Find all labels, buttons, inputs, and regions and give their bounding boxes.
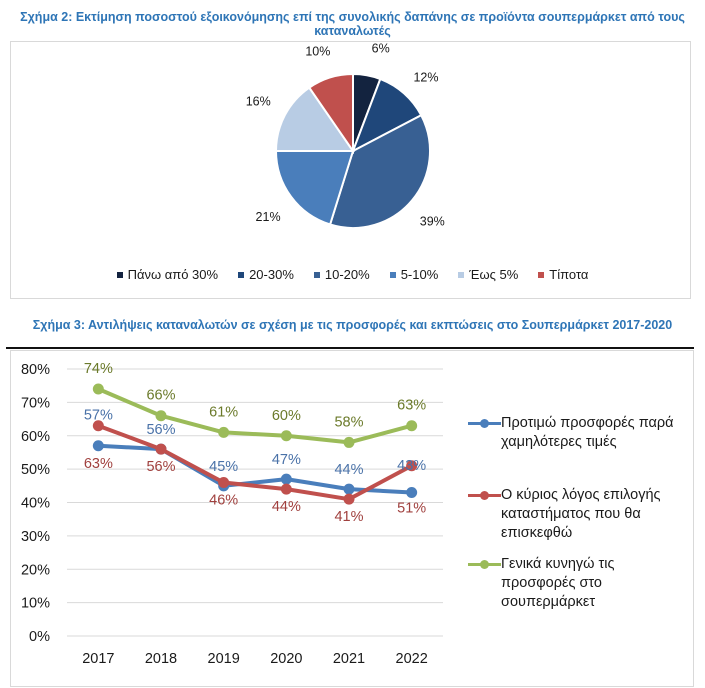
data-label: 63% — [397, 398, 426, 414]
data-label: 66% — [146, 388, 175, 404]
y-tick-label: 40% — [21, 496, 50, 512]
pie-data-label: 10% — [305, 44, 330, 58]
data-point — [343, 483, 355, 495]
pie-legend: Πάνω από 30% 20-30% 10-20% 5-10% Έως 5% Τίποτ… — [0, 267, 705, 282]
x-tick-label: 2020 — [270, 651, 302, 667]
pie-data-label: 21% — [256, 210, 281, 224]
line-legend-label: Γενικά κυνηγώ τις προσφορές στο σουπερμά… — [501, 556, 615, 610]
pie-slice-2 — [328, 113, 431, 229]
legend-swatch — [389, 271, 396, 278]
data-point — [280, 430, 292, 442]
legend-swatch — [238, 271, 245, 278]
figure-2-title: Σχήμα 2: Εκτίμηση ποσοστού εξοικονόμησης… — [20, 10, 685, 38]
pie-legend-item: 10-20% — [313, 267, 370, 282]
y-tick-label: 70% — [21, 395, 50, 411]
pie-chart: 6% 12% 39% 21% 16% 10% — [246, 42, 445, 229]
pie-legend-item: Πάνω από 30% — [116, 267, 219, 282]
y-tick-label: 50% — [21, 462, 50, 478]
series-line-0 — [98, 443, 412, 495]
data-label: 41% — [334, 509, 363, 525]
data-point — [406, 460, 418, 472]
legend-swatch — [458, 271, 465, 278]
data-label: 57% — [84, 408, 113, 424]
pie-slice-4 — [274, 86, 355, 152]
x-tick-label: 2022 — [396, 651, 428, 667]
data-label: 58% — [334, 414, 363, 430]
data-label: 44% — [272, 499, 301, 515]
data-label: 74% — [84, 361, 113, 377]
pie-legend-label: 10-20% — [324, 267, 370, 282]
x-tick-label: 2019 — [208, 651, 240, 667]
pie-slice-5 — [307, 72, 354, 155]
y-tick-label: 10% — [21, 596, 50, 612]
data-label: 46% — [209, 492, 238, 508]
data-label: 47% — [272, 452, 301, 468]
pie-slice-3 — [274, 150, 355, 226]
data-label: 51% — [397, 500, 426, 516]
pie-legend-item: Έως 5% — [458, 267, 518, 282]
figure-3-title: Σχήμα 3: Αντιλήψεις καταναλωτών σε σχέση… — [32, 318, 673, 332]
line-legend-item: Προτιμώ προσφορές παρά χαμηλότερες τιμές — [468, 414, 691, 452]
data-label: 56% — [146, 422, 175, 438]
data-point — [406, 486, 418, 498]
data-label: 44% — [334, 462, 363, 478]
pie-data-label: 39% — [420, 215, 445, 229]
line-chart-frame — [10, 350, 694, 687]
x-tick-label: 2018 — [145, 651, 177, 667]
y-tick-label: 60% — [21, 429, 50, 445]
y-tick-label: 30% — [21, 529, 50, 545]
legend-line-marker — [468, 486, 501, 505]
y-tick-label: 20% — [21, 562, 50, 578]
y-tick-label: 80% — [21, 362, 50, 378]
data-point — [155, 410, 167, 422]
pie-legend-label: Πάνω από 30% — [127, 267, 219, 282]
line-legend-label: Ο κύριος λόγος επιλογής καταστήματος που… — [501, 487, 661, 541]
pie-data-label: 6% — [372, 42, 390, 56]
data-label: 43% — [397, 458, 426, 474]
pie-legend-item: Τίποτα — [538, 267, 588, 282]
data-point — [343, 493, 355, 505]
legend-swatch — [313, 271, 320, 278]
data-point — [280, 473, 292, 485]
data-point — [92, 420, 104, 432]
line-legend-item: Γενικά κυνηγώ τις προσφορές στο σουπερμά… — [468, 555, 691, 612]
data-label: 56% — [146, 459, 175, 475]
data-point — [343, 436, 355, 448]
legend-swatch — [116, 271, 123, 278]
title-underline — [6, 347, 694, 349]
data-point — [92, 440, 104, 452]
pie-legend-label: Έως 5% — [469, 267, 519, 282]
series-line-2 — [97, 387, 413, 445]
line-legend-label: Προτιμώ προσφορές παρά χαμηλότερες τιμές — [501, 415, 674, 450]
legend-line-marker — [468, 555, 501, 574]
legend-line-marker — [468, 414, 501, 433]
pie-legend-label: Τίποτα — [549, 267, 589, 282]
line-legend-item: Ο κύριος λόγος επιλογής καταστήματος που… — [468, 486, 691, 543]
legend-swatch — [538, 271, 545, 278]
pie-data-label: 12% — [413, 71, 438, 85]
data-point — [406, 420, 418, 432]
pie-legend-label: 5-10% — [400, 267, 439, 282]
x-tick-label: 2017 — [82, 651, 114, 667]
data-label: 60% — [272, 408, 301, 424]
series-line-1 — [97, 423, 413, 502]
pie-legend-label: 20-30% — [249, 267, 294, 282]
pie-legend-item: 5-10% — [389, 267, 439, 282]
data-point — [218, 426, 230, 438]
y-tick-label: 0% — [29, 629, 50, 645]
x-tick-label: 2021 — [333, 651, 365, 667]
data-label: 61% — [209, 404, 238, 420]
data-point — [218, 476, 230, 488]
data-point — [92, 383, 104, 395]
data-label: 45% — [209, 459, 238, 475]
data-point — [280, 483, 292, 495]
pie-data-label: 16% — [246, 94, 271, 108]
data-point — [155, 443, 167, 455]
pie-legend-item: 20-30% — [238, 267, 294, 282]
data-label: 63% — [84, 456, 113, 472]
